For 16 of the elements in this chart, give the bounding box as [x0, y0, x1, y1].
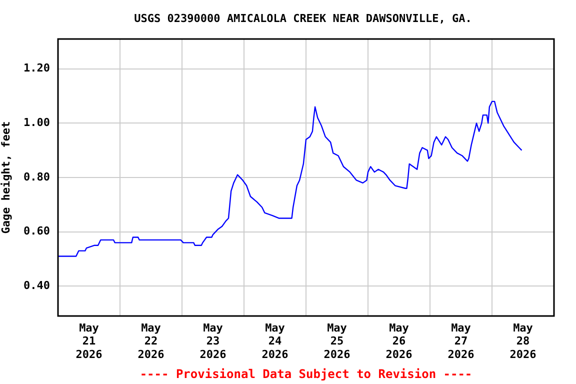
- x-tick-label: May 24 2026: [262, 321, 289, 361]
- y-tick-label: 0.80: [24, 170, 50, 184]
- x-tick-label: May 22 2026: [138, 321, 165, 361]
- x-tick-label: May 26 2026: [386, 321, 413, 361]
- y-tick-label: 0.60: [24, 224, 50, 238]
- y-tick-label: 1.20: [24, 62, 50, 75]
- chart-title: USGS 02390000 AMICALOLA CREEK NEAR DAWSONVILLE, GA.: [134, 12, 472, 25]
- x-tick-label: May 28 2026: [510, 321, 537, 361]
- text: ---- Provisional Data Subject to Revision ----: [140, 367, 472, 382]
- y-tick-label: 1.00: [24, 116, 50, 130]
- x-tick-label: May 27 2026: [448, 321, 475, 361]
- x-tick-label: May 21 2026: [76, 321, 103, 361]
- y-tick-label: 0.40: [24, 278, 50, 292]
- x-tick-label: May 25 2026: [324, 321, 351, 361]
- x-tick-label: May 23 2026: [200, 321, 227, 361]
- y-axis-title: Gage height, feet: [0, 121, 12, 234]
